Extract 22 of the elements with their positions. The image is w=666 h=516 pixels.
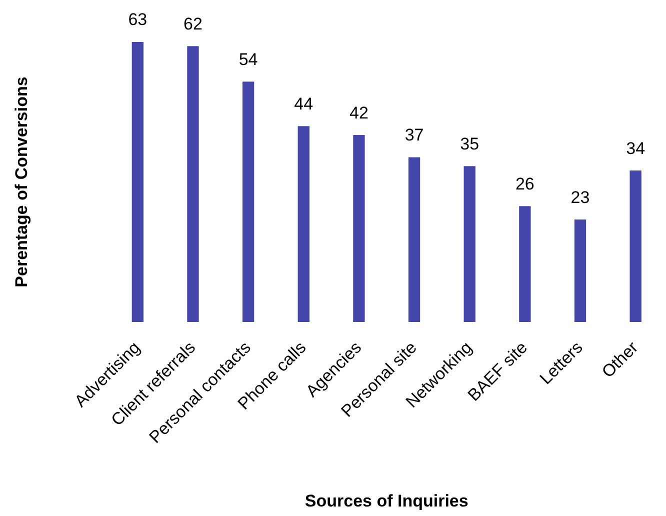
data-label: 23 bbox=[570, 188, 590, 207]
bar bbox=[298, 126, 310, 322]
data-label: 44 bbox=[294, 94, 314, 114]
bar bbox=[353, 135, 365, 322]
bar bbox=[242, 82, 254, 322]
data-label: 35 bbox=[460, 134, 480, 154]
bar bbox=[408, 157, 420, 322]
bar bbox=[464, 166, 476, 322]
bar bbox=[630, 170, 642, 322]
bar bbox=[132, 42, 144, 322]
x-axis-title: Sources of Inquiries bbox=[304, 491, 468, 510]
data-label: 54 bbox=[238, 50, 258, 70]
y-axis-title: Perentage of Conversions bbox=[12, 76, 31, 288]
data-label: 34 bbox=[626, 139, 646, 158]
bar bbox=[574, 219, 586, 322]
data-label: 26 bbox=[515, 174, 534, 194]
bar bbox=[187, 46, 199, 322]
bar bbox=[519, 206, 531, 322]
data-label: 63 bbox=[128, 10, 148, 30]
data-label: 42 bbox=[349, 104, 368, 123]
data-label: 62 bbox=[184, 14, 202, 34]
data-label: 37 bbox=[404, 126, 424, 145]
